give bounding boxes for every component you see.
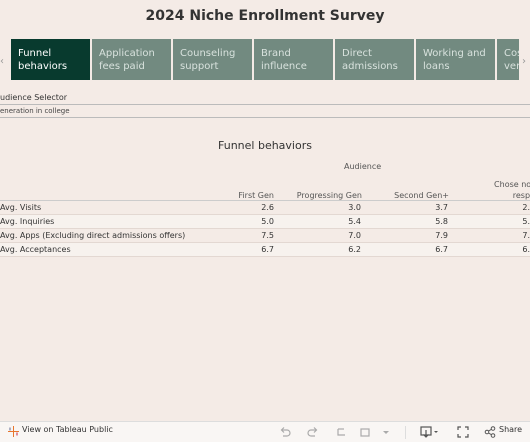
audience-group-header: Audience	[344, 162, 382, 171]
cell-value: 5.0	[261, 217, 274, 226]
row-label: Avg. Inquiries	[0, 217, 55, 226]
table-header-divider	[0, 200, 530, 201]
cell-value: 2.6	[261, 203, 274, 212]
cell-value: 7.	[522, 231, 530, 240]
table-row: Avg. Acceptances 6.7 6.2 6.7 6.	[0, 243, 530, 257]
column-header-progressing-gen: Progressing Gen	[296, 191, 362, 200]
tableau-footer-toolbar: View on Tableau Public Share	[0, 421, 530, 442]
cell-value: 5.8	[435, 217, 448, 226]
cell-value: 6.7	[261, 245, 274, 254]
tab-funnel-behaviors[interactable]: Funnel behaviors	[11, 39, 90, 80]
cell-value: 7.5	[261, 231, 274, 240]
row-label: Avg. Apps (Excluding direct admissions o…	[0, 231, 186, 240]
cell-value: 7.0	[348, 231, 361, 240]
cell-value: 5.	[522, 217, 530, 226]
share-button[interactable]: Share	[499, 425, 523, 434]
tab-brand-influence[interactable]: Brand influence	[254, 39, 333, 80]
table-row: Avg. Apps (Excluding direct admissions o…	[0, 229, 530, 243]
row-label: Avg. Acceptances	[0, 245, 71, 254]
cell-value: 6.	[522, 245, 530, 254]
table-row: Avg. Visits 2.6 3.0 3.7 2.	[0, 201, 530, 215]
tableau-icon	[8, 426, 19, 437]
table-row: Avg. Inquiries 5.0 5.4 5.8 5.	[0, 215, 530, 229]
dashboard-title: 2024 Niche Enrollment Survey	[145, 8, 385, 24]
column-header-chose-not-to-respond: Chose not t respon	[494, 180, 530, 200]
cell-value: 6.2	[348, 245, 361, 254]
tab-application-fees-paid[interactable]: Application fees paid	[92, 39, 171, 80]
audience-selector-dropdown[interactable]: eneration in college	[0, 104, 530, 118]
revert-icon[interactable]	[335, 426, 347, 438]
fullscreen-icon[interactable]	[457, 426, 469, 438]
undo-icon[interactable]	[279, 426, 291, 438]
tab-cost-version[interactable]: Cos ver	[497, 39, 519, 80]
chevron-down-icon[interactable]	[382, 426, 390, 438]
download-icon[interactable]	[420, 426, 440, 438]
row-label: Avg. Visits	[0, 203, 42, 212]
cell-value: 2.	[522, 203, 530, 212]
column-header-second-gen: Second Gen+	[394, 191, 449, 200]
tab-bar: Funnel behaviors Application fees paid C…	[11, 39, 519, 80]
cell-value: 3.7	[435, 203, 448, 212]
section-title: Funnel behaviors	[218, 139, 312, 152]
tab-direct-admissions[interactable]: Direct admissions	[335, 39, 414, 80]
tab-working-and-loans[interactable]: Working and loans	[416, 39, 495, 80]
tab-counseling-support[interactable]: Counseling support	[173, 39, 252, 80]
cell-value: 5.4	[348, 217, 361, 226]
view-on-tableau-public-link[interactable]: View on Tableau Public	[22, 425, 113, 434]
redo-icon[interactable]	[307, 426, 319, 438]
column-header-first-gen: First Gen	[238, 191, 274, 200]
cell-value: 6.7	[435, 245, 448, 254]
cell-value: 3.0	[348, 203, 361, 212]
cell-value: 7.9	[435, 231, 448, 240]
audience-selector-label: udience Selector	[0, 93, 68, 102]
share-icon[interactable]	[484, 426, 496, 438]
tab-scroll-right-icon[interactable]: ›	[522, 56, 530, 66]
toolbar-divider	[405, 426, 406, 439]
tab-scroll-left-icon[interactable]: ‹	[0, 56, 4, 67]
refresh-icon[interactable]	[359, 426, 371, 438]
